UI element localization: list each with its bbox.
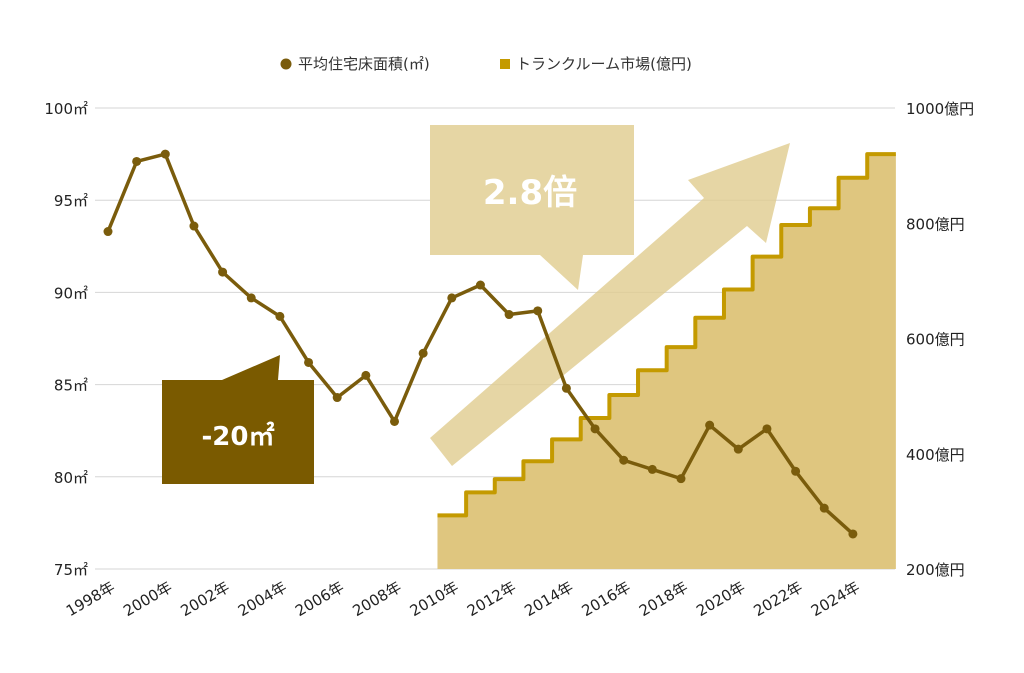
- x-tick-label: 2018年: [636, 578, 691, 620]
- floor-area-point: [791, 466, 801, 476]
- x-tick-label: 2024年: [808, 578, 863, 620]
- floor-area-point: [619, 455, 629, 465]
- x-tick-label: 2000年: [120, 578, 175, 620]
- floor-area-point: [590, 424, 600, 434]
- floor-area-point: [103, 227, 113, 237]
- floor-area-point: [447, 293, 457, 303]
- decrease-callout-text: -20㎡: [202, 421, 275, 452]
- floor-area-point: [819, 503, 829, 513]
- x-tick-label: 1998年: [63, 578, 118, 620]
- increase-callout-box: [430, 125, 634, 290]
- x-tick-label: 2008年: [349, 578, 404, 620]
- floor-area-point: [533, 306, 543, 316]
- left-tick-label: 95㎡: [54, 192, 88, 210]
- floor-area-point: [475, 280, 485, 290]
- legend: 平均住宅床面積(㎡) トランクルーム市場(億円): [280, 55, 692, 73]
- x-axis-labels: 1998年 2000年 2002年 2004年 2006年 2008年 2010年 2012年…: [63, 578, 863, 620]
- left-tick-label: 75㎡: [54, 561, 88, 579]
- x-tick-label: 2012年: [464, 578, 519, 620]
- x-tick-label: 2010年: [407, 578, 462, 620]
- floor-area-point: [733, 444, 743, 454]
- increase-arrow: [430, 143, 790, 466]
- floor-area-point: [561, 383, 571, 393]
- decrease-callout-box: [162, 355, 314, 484]
- increase-callout: 2.8倍: [430, 125, 634, 290]
- x-tick-label: 2014年: [521, 578, 576, 620]
- left-tick-label: 80㎡: [54, 469, 88, 487]
- floor-area-point: [705, 420, 715, 430]
- legend-marker-floor-area: [280, 58, 292, 70]
- increase-callout-text: 2.8倍: [483, 173, 577, 213]
- left-tick-label: 100㎡: [44, 100, 88, 118]
- right-axis-labels: 200億円 400億円 600億円 800億円 1000億円: [906, 100, 974, 579]
- x-tick-label: 2002年: [178, 578, 233, 620]
- x-tick-label: 2016年: [579, 578, 634, 620]
- left-tick-label: 90㎡: [54, 284, 88, 302]
- right-tick-label: 1000億円: [906, 100, 974, 118]
- floor-area-point: [848, 529, 858, 539]
- right-tick-label: 200億円: [906, 561, 965, 579]
- floor-area-line: [103, 149, 858, 539]
- market-step-line: [437, 152, 896, 518]
- market-step-area: [437, 152, 896, 569]
- left-axis-labels: 75㎡ 80㎡ 85㎡ 90㎡ 95㎡ 100㎡: [44, 100, 88, 579]
- x-tick-label: 2022年: [751, 578, 806, 620]
- legend-marker-market: [500, 59, 510, 69]
- legend-label-floor-area: 平均住宅床面積(㎡): [298, 55, 430, 73]
- floor-area-point: [676, 474, 686, 484]
- left-tick-label: 85㎡: [54, 377, 88, 395]
- floor-area-point: [332, 393, 342, 403]
- floor-area-point: [218, 267, 228, 277]
- right-tick-label: 800億円: [906, 215, 965, 233]
- floor-area-point: [246, 293, 256, 303]
- floor-area-point: [647, 464, 657, 474]
- floor-area-point: [418, 348, 428, 358]
- floor-area-point: [304, 357, 314, 367]
- decrease-callout: -20㎡: [162, 355, 314, 484]
- floor-area-point: [361, 370, 371, 380]
- floor-area-point: [132, 156, 142, 166]
- floor-area-point: [275, 311, 285, 321]
- floor-area-point: [189, 221, 199, 231]
- increase-arrow-shape: [430, 143, 790, 466]
- right-tick-label: 600億円: [906, 331, 965, 349]
- x-tick-label: 2004年: [235, 578, 290, 620]
- legend-label-market: トランクルーム市場(億円): [516, 55, 692, 73]
- floor-area-point: [762, 424, 772, 434]
- floor-area-point: [390, 416, 399, 426]
- x-tick-label: 2006年: [292, 578, 347, 620]
- x-tick-label: 2020年: [693, 578, 748, 620]
- right-tick-label: 400億円: [906, 446, 965, 464]
- floor-area-point: [160, 149, 170, 159]
- floor-area-point: [504, 310, 514, 320]
